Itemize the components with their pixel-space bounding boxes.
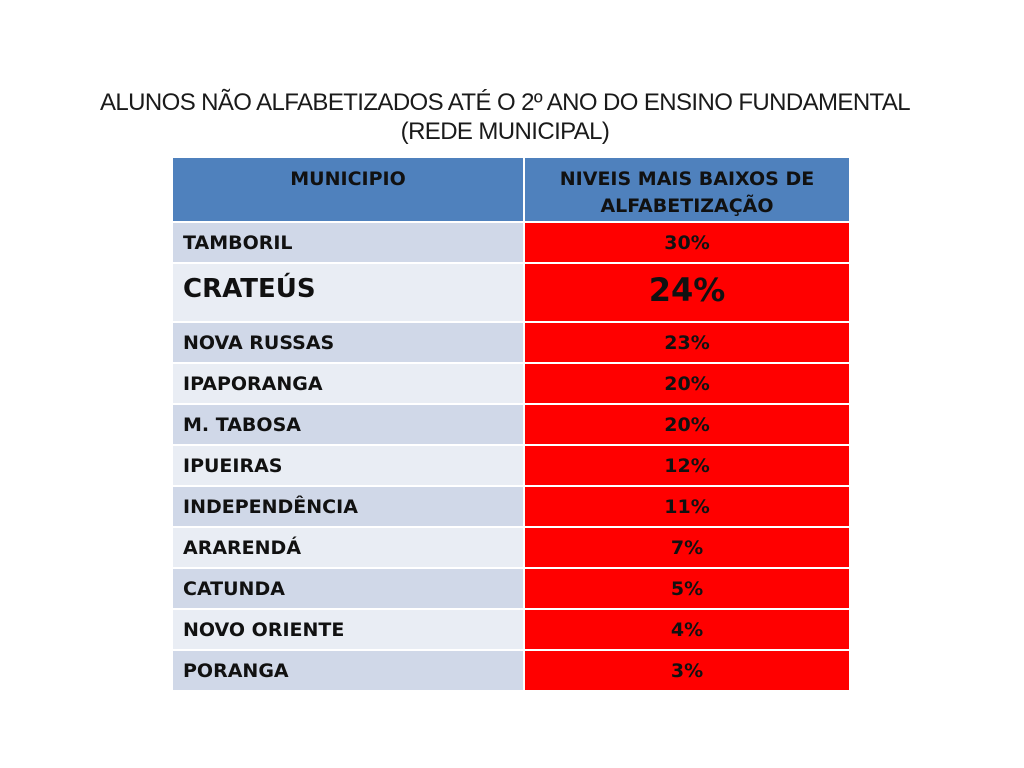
municipio-cell: PORANGA bbox=[171, 649, 525, 692]
municipio-cell: TAMBORIL bbox=[171, 221, 525, 264]
value-cell: 5% bbox=[523, 567, 851, 610]
table-row: CATUNDA 5% bbox=[171, 567, 851, 610]
value-cell: 3% bbox=[523, 649, 851, 692]
value-cell: 11% bbox=[523, 485, 851, 528]
municipio-cell: M. TABOSA bbox=[171, 403, 525, 446]
value-cell: 4% bbox=[523, 608, 851, 651]
table-row: CRATEÚS 24% bbox=[171, 262, 851, 323]
municipio-cell: NOVO ORIENTE bbox=[171, 608, 525, 651]
table-row: PORANGA 3% bbox=[171, 649, 851, 692]
municipio-cell: IPUEIRAS bbox=[171, 444, 525, 487]
value-cell: 24% bbox=[523, 262, 851, 323]
municipio-cell: INDEPENDÊNCIA bbox=[171, 485, 525, 528]
municipio-cell: IPAPORANGA bbox=[171, 362, 525, 405]
header-niveis: NIVEIS MAIS BAIXOS DE ALFABETIZAÇÃO bbox=[523, 156, 851, 223]
value-cell: 30% bbox=[523, 221, 851, 264]
table-row: ARARENDÁ 7% bbox=[171, 526, 851, 569]
slide-title-line-2: (REDE MUNICIPAL) bbox=[400, 118, 610, 145]
table-row: M. TABOSA 20% bbox=[171, 403, 851, 446]
municipio-cell: ARARENDÁ bbox=[171, 526, 525, 569]
table-row: IPUEIRAS 12% bbox=[171, 444, 851, 487]
value-cell: 20% bbox=[523, 362, 851, 405]
value-cell: 23% bbox=[523, 321, 851, 364]
value-cell: 20% bbox=[523, 403, 851, 446]
slide-title: ALUNOS NÃO ALFABETIZADOS ATÉ O 2º ANO DO… bbox=[0, 88, 1010, 146]
table-row: TAMBORIL 30% bbox=[171, 221, 851, 264]
table-row: NOVO ORIENTE 4% bbox=[171, 608, 851, 651]
value-cell: 7% bbox=[523, 526, 851, 569]
municipio-cell: NOVA RUSSAS bbox=[171, 321, 525, 364]
value-cell: 12% bbox=[523, 444, 851, 487]
municipios-table: MUNICIPIO NIVEIS MAIS BAIXOS DE ALFABETI… bbox=[171, 156, 851, 692]
municipio-cell: CRATEÚS bbox=[171, 262, 525, 323]
table-row: NOVA RUSSAS 23% bbox=[171, 321, 851, 364]
table-header-row: MUNICIPIO NIVEIS MAIS BAIXOS DE ALFABETI… bbox=[171, 156, 851, 223]
table-row: IPAPORANGA 20% bbox=[171, 362, 851, 405]
header-municipio: MUNICIPIO bbox=[171, 156, 525, 223]
table-row: INDEPENDÊNCIA 11% bbox=[171, 485, 851, 528]
municipio-cell: CATUNDA bbox=[171, 567, 525, 610]
slide-title-line-1: ALUNOS NÃO ALFABETIZADOS ATÉ O 2º ANO DO… bbox=[100, 89, 911, 116]
